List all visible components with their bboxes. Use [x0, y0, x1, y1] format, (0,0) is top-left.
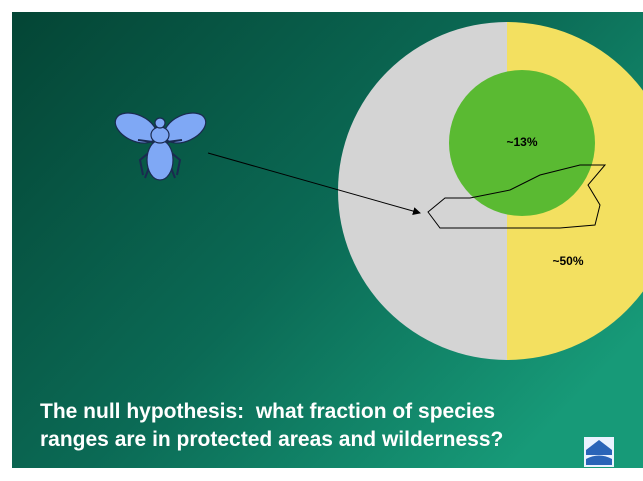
- caption-line: ranges are in protected areas and wilder…: [40, 428, 503, 451]
- green-circle: [449, 70, 595, 216]
- wilderness-label: ~50%: [552, 254, 583, 268]
- arrow: [207, 152, 421, 215]
- caption-line: The null hypothesis: what fraction of sp…: [40, 400, 495, 423]
- logo: [584, 437, 614, 467]
- species-range: [427, 164, 607, 229]
- protected-label: ~13%: [506, 135, 537, 149]
- bee-icon: [114, 112, 207, 181]
